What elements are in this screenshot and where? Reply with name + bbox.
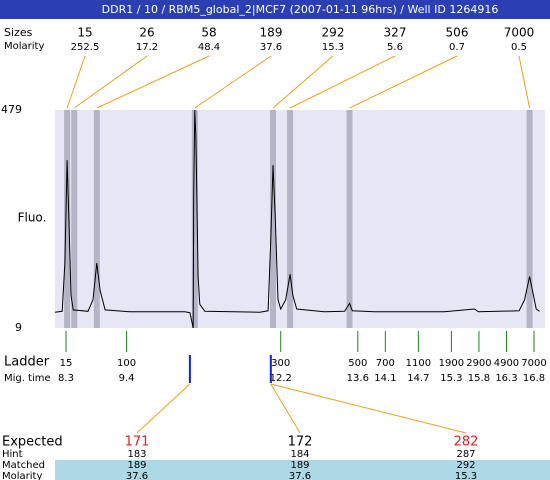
y-tick-label: 479 <box>1 103 22 116</box>
expected-row-label: Expected <box>2 435 63 450</box>
expected-row-label: Hint <box>2 449 23 460</box>
peak-connector <box>194 55 272 109</box>
ladder-size: 4900 <box>494 358 519 369</box>
peak-size: 292 <box>322 26 345 40</box>
peak-band <box>287 110 294 328</box>
peak-connector <box>349 55 458 109</box>
expected-cell: 189 <box>290 460 309 471</box>
ladder-time-label: Mig. time <box>4 373 51 384</box>
results-label: Molarity <box>4 41 44 52</box>
ladder-time: 16.3 <box>495 373 517 384</box>
ladder-size: 1100 <box>406 358 431 369</box>
y-tick-label: 9 <box>15 321 22 334</box>
peak-band <box>346 110 353 328</box>
peak-band <box>93 110 100 328</box>
ladder-size: 300 <box>271 358 290 369</box>
peak-band <box>270 110 277 328</box>
peak-molarity: 17.2 <box>136 42 158 53</box>
expected-cell: 37.6 <box>126 471 148 480</box>
expected-connector <box>270 383 301 434</box>
ladder-time: 13.6 <box>347 373 369 384</box>
expected-cell: 287 <box>456 449 475 460</box>
y-label: Fluo. <box>18 211 47 225</box>
peak-size: 189 <box>260 26 283 40</box>
expected-cell: 184 <box>290 449 309 460</box>
peak-molarity: 5.6 <box>387 42 403 53</box>
peak-connector <box>96 55 210 109</box>
peak-connector <box>66 55 86 109</box>
plot-area <box>55 110 545 328</box>
ladder-size: 100 <box>117 358 136 369</box>
expected-cell: 189 <box>127 460 146 471</box>
peak-molarity: 37.6 <box>260 42 282 53</box>
peak-band <box>64 110 71 328</box>
peak-molarity: 0.7 <box>449 42 465 53</box>
ladder-time: 14.1 <box>374 373 396 384</box>
expected-row-label: Matched <box>2 460 45 471</box>
peak-size: 506 <box>446 26 469 40</box>
ladder-label: Ladder <box>4 355 50 370</box>
peak-molarity: 15.3 <box>322 42 344 53</box>
matched-row-bg <box>55 460 550 480</box>
ladder-time: 15.3 <box>440 373 462 384</box>
peak-size: 26 <box>139 26 154 40</box>
expected-connector <box>136 383 191 434</box>
ladder-time: 8.3 <box>58 373 74 384</box>
expected-cell: 183 <box>127 449 146 460</box>
expected-row-label: Molarity <box>2 471 42 480</box>
results-label: Sizes <box>4 26 33 39</box>
peak-molarity: 0.5 <box>511 42 527 53</box>
expected-cell: 171 <box>125 435 150 450</box>
expected-cell: 37.6 <box>289 471 311 480</box>
ladder-size: 15 <box>60 358 73 369</box>
expected-cell: 282 <box>454 435 479 450</box>
peak-size: 58 <box>201 26 216 40</box>
peak-connector <box>518 55 531 109</box>
ladder-size: 2900 <box>466 358 491 369</box>
ladder-time: 14.7 <box>407 373 429 384</box>
peak-connector <box>73 55 148 109</box>
peak-band <box>71 110 78 328</box>
peak-molarity: 252.5 <box>71 42 100 53</box>
ladder-size: 700 <box>376 358 395 369</box>
ladder-time: 12.2 <box>270 373 292 384</box>
expected-cell: 292 <box>456 460 475 471</box>
peak-band <box>526 110 533 328</box>
title-bar <box>0 0 550 19</box>
peak-connector <box>289 55 396 109</box>
peak-molarity: 48.4 <box>198 42 220 53</box>
ladder-size: 500 <box>348 358 367 369</box>
title: DDR1 / 10 / RBM5_global_2|MCF7 (2007-01-… <box>102 3 499 16</box>
expected-connector <box>270 383 467 434</box>
peak-size: 15 <box>77 26 92 40</box>
ladder-time: 16.8 <box>523 373 545 384</box>
ladder-time: 9.4 <box>119 373 135 384</box>
expected-cell: 172 <box>288 435 313 450</box>
peak-connector <box>272 55 334 109</box>
ladder-size: 7000 <box>521 358 546 369</box>
peak-size: 7000 <box>504 26 535 40</box>
ladder-size: 1900 <box>439 358 464 369</box>
ladder-time: 15.8 <box>468 373 490 384</box>
trace <box>54 109 540 329</box>
expected-cell: 15.3 <box>455 471 477 480</box>
peak-band <box>191 110 198 328</box>
peak-size: 327 <box>384 26 407 40</box>
